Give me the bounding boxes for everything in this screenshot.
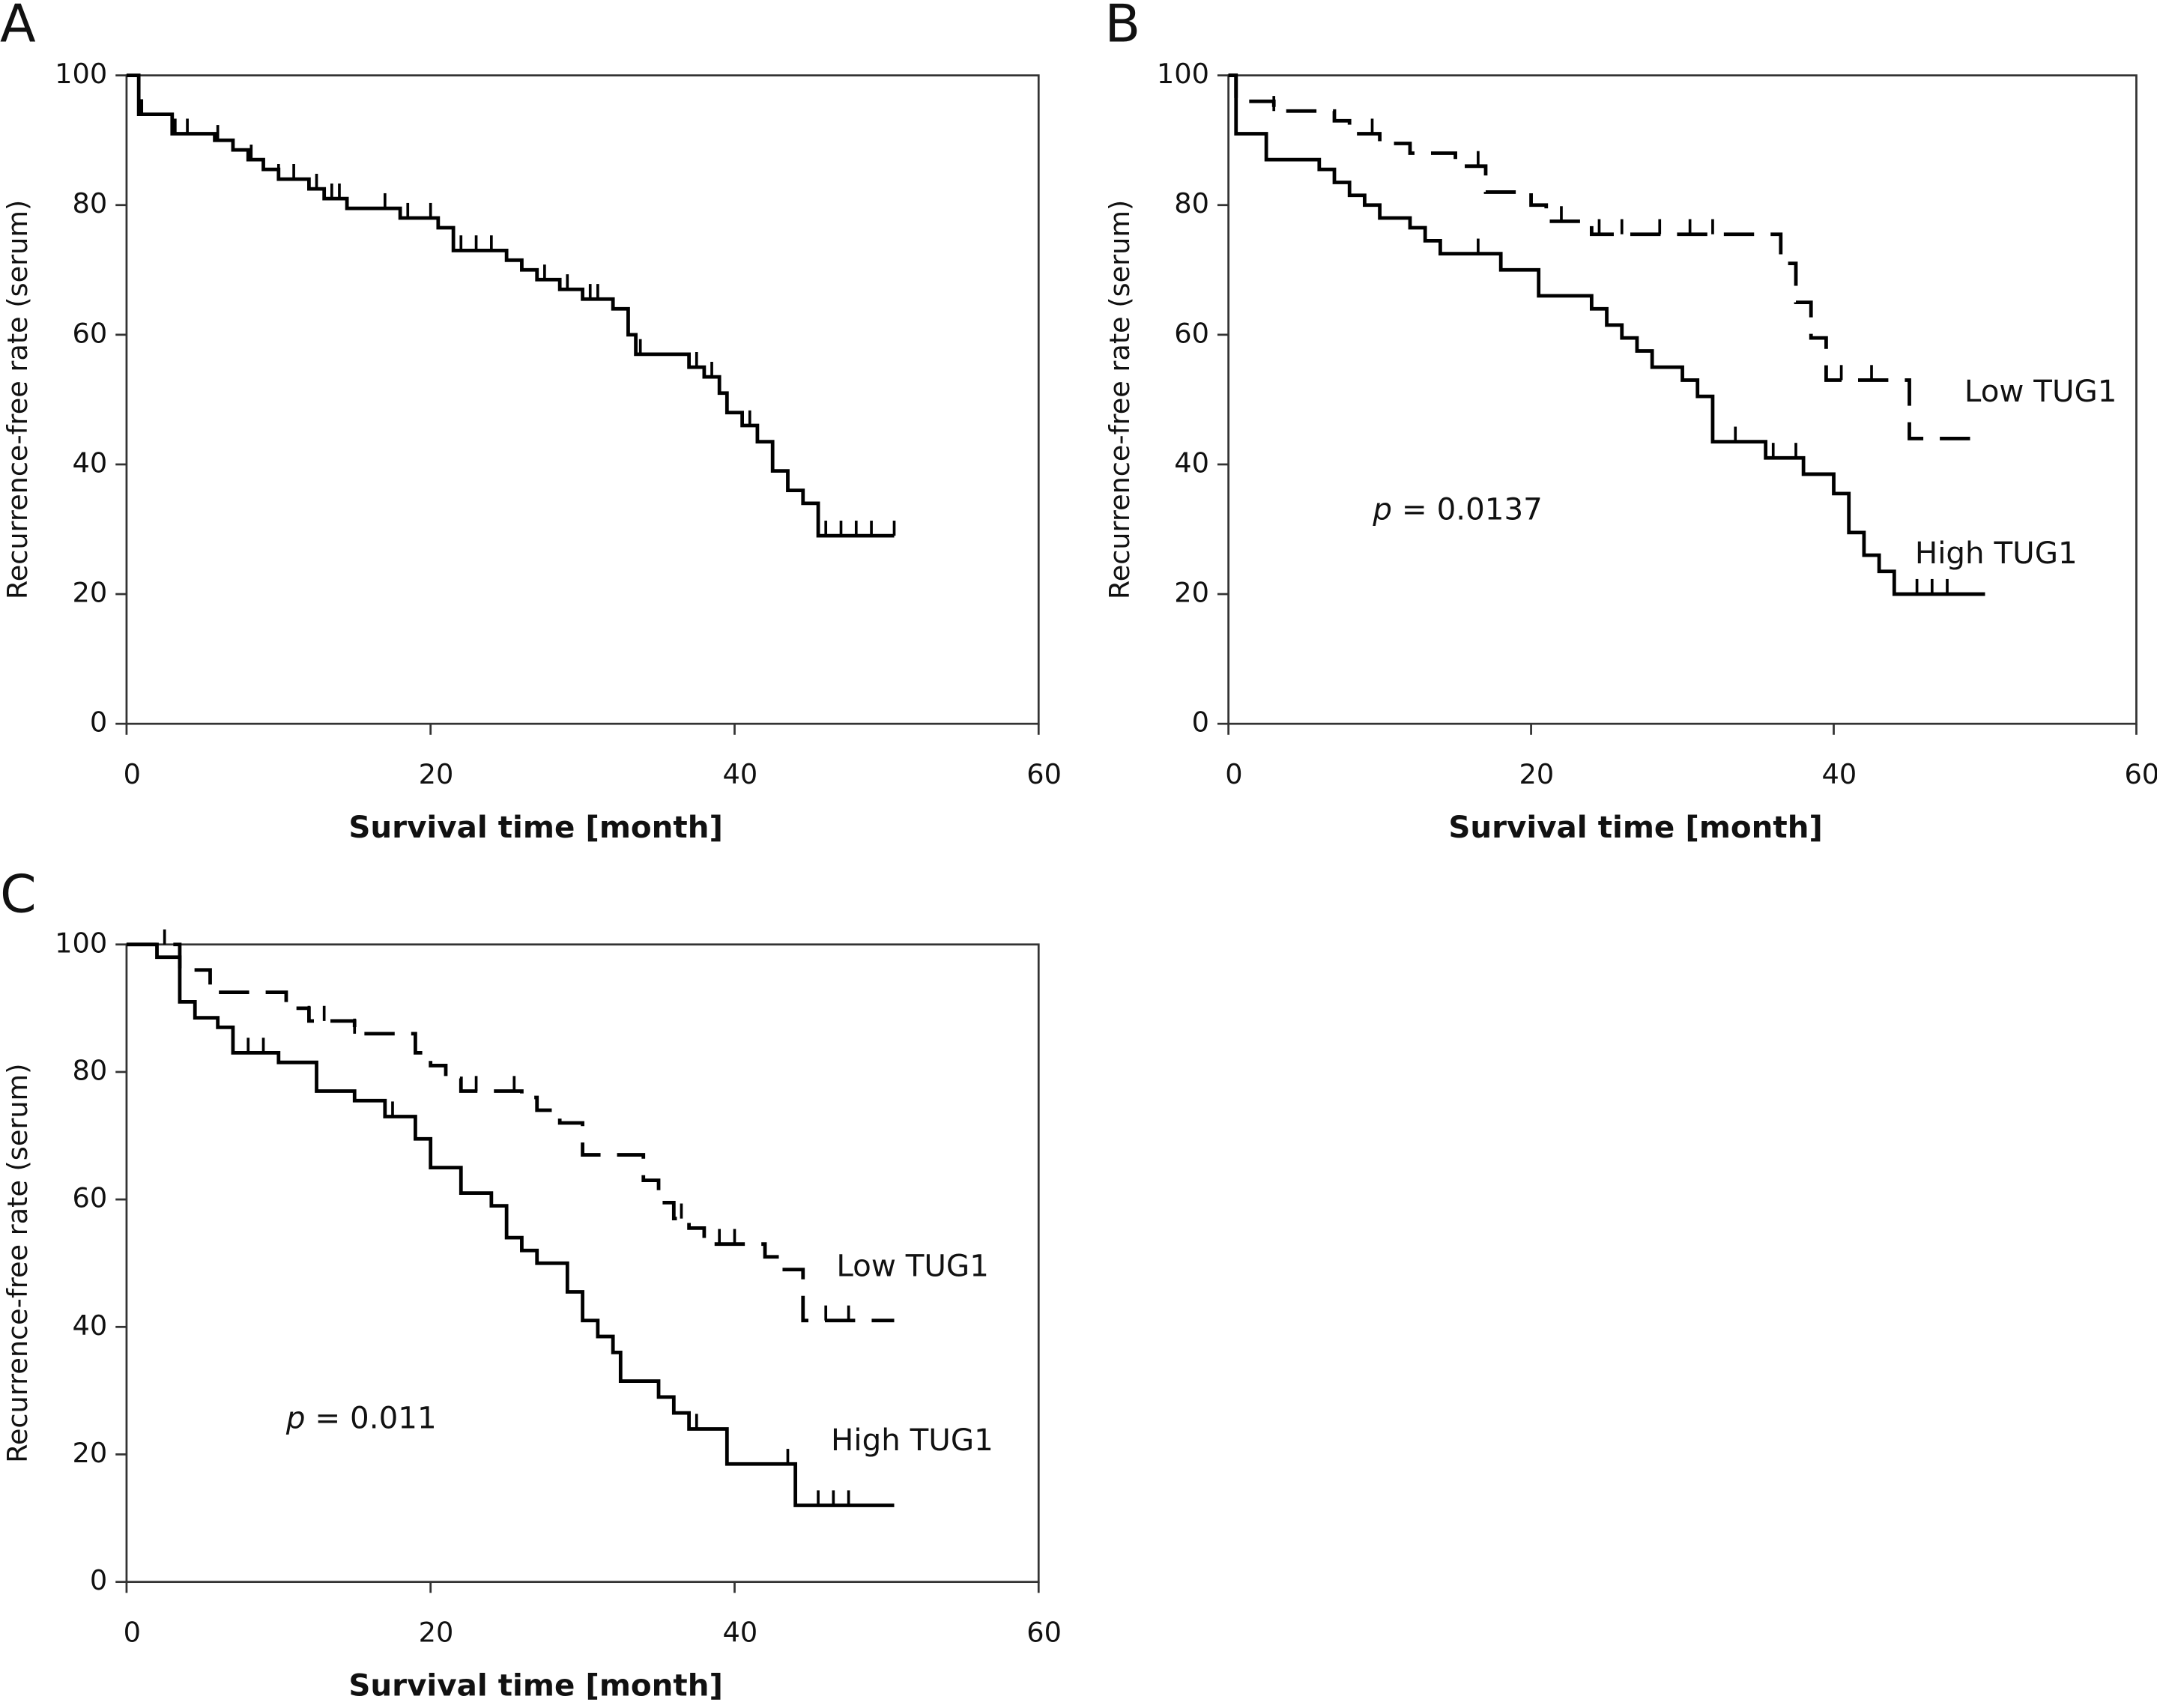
x-tick-label: 0	[124, 1617, 141, 1649]
x-axis-title: Survival time [month]	[1448, 810, 1823, 845]
y-tick-label: 80	[73, 1054, 108, 1086]
panel-label: A	[0, 0, 36, 55]
y-tick-label: 20	[73, 1437, 108, 1469]
y-axis-title: Recurrence-free rate (serum)	[1, 200, 34, 599]
y-tick-label: 0	[1192, 706, 1209, 739]
y-tick-label: 40	[73, 1309, 108, 1342]
y-tick-label: 40	[1174, 446, 1209, 479]
survival-curve	[126, 942, 895, 1507]
y-tick-label: 100	[55, 927, 107, 959]
p-value: p = 0.011	[285, 1401, 437, 1436]
x-tick-label: 40	[1822, 758, 1857, 790]
x-tick-label: 20	[419, 1617, 454, 1649]
x-axis-title: Survival time [month]	[348, 810, 723, 845]
y-tick-label: 60	[73, 317, 108, 349]
y-tick-label: 40	[73, 446, 108, 479]
x-tick-label: 40	[722, 758, 757, 790]
x-tick-label: 60	[1026, 1617, 1062, 1649]
x-tick-label: 20	[419, 758, 454, 790]
plot-frame	[1227, 74, 2138, 725]
x-tick-label: 60	[2124, 758, 2157, 790]
series-label: Low TUG1	[836, 1249, 989, 1284]
x-tick-label: 0	[124, 758, 141, 790]
survival-curve	[126, 942, 895, 1323]
y-tick-label: 60	[1174, 317, 1209, 349]
y-tick-label: 100	[55, 58, 107, 90]
survival-curve	[126, 73, 895, 538]
y-tick-label: 0	[90, 1564, 107, 1596]
x-tick-label: 40	[722, 1617, 757, 1649]
series-label: Low TUG1	[1964, 374, 2117, 409]
plot-frame	[125, 943, 1040, 1584]
y-axis-title: Recurrence-free rate (serum)	[1, 1064, 34, 1463]
panel-label: B	[1104, 0, 1140, 55]
p-value: p = 0.0137	[1372, 492, 1542, 527]
y-tick-label: 80	[1174, 187, 1209, 219]
series-label: High TUG1	[1915, 536, 2078, 571]
y-axis-title: Recurrence-free rate (serum)	[1104, 200, 1136, 599]
y-tick-label: 100	[1157, 58, 1209, 90]
y-tick-label: 0	[90, 706, 107, 739]
x-axis-title: Survival time [month]	[348, 1668, 723, 1704]
survival-curve	[1228, 73, 1985, 440]
y-tick-label: 80	[73, 187, 108, 219]
y-tick-label: 20	[73, 577, 108, 609]
x-tick-label: 60	[1026, 758, 1062, 790]
x-tick-label: 0	[1225, 758, 1242, 790]
y-tick-label: 20	[1174, 577, 1209, 609]
survival-curve	[1228, 73, 1985, 596]
y-tick-label: 60	[73, 1182, 108, 1214]
panel-label: C	[0, 864, 37, 925]
x-tick-label: 20	[1519, 758, 1555, 790]
series-label: High TUG1	[831, 1423, 993, 1458]
plot-frame	[125, 74, 1040, 725]
